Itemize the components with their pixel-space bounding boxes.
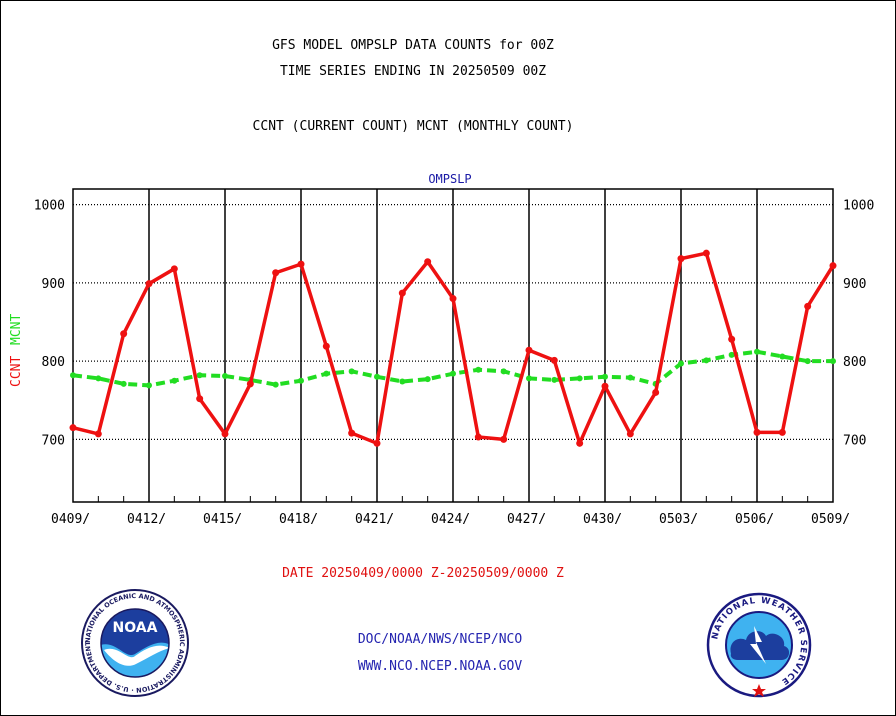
data-point-ccnt (373, 439, 381, 447)
x-tick-label: 0418/ (279, 512, 318, 527)
data-point-ccnt (424, 258, 432, 266)
data-point-mcnt (120, 380, 127, 387)
y-axis-label-ccnt: CCNT (9, 356, 24, 387)
website-text: WWW.NCO.NCEP.NOAA.GOV (357, 659, 523, 674)
data-point-ccnt (804, 302, 812, 310)
data-point-mcnt (728, 351, 735, 358)
data-point-mcnt (222, 373, 228, 380)
data-point-ccnt (677, 255, 685, 263)
x-tick-label: 0506/ (735, 512, 774, 527)
data-point-ccnt (728, 335, 736, 343)
data-point-ccnt (576, 439, 584, 447)
data-point-mcnt (754, 348, 760, 355)
data-point-ccnt (196, 395, 204, 403)
noaa-logo-text: NOAA (113, 620, 158, 636)
y-tick-label-left: 1000 (34, 199, 65, 214)
data-point-mcnt (576, 375, 583, 382)
data-point-ccnt (94, 430, 102, 438)
data-point-mcnt (348, 368, 355, 375)
x-tick-label: 0427/ (507, 512, 546, 527)
data-point-mcnt (779, 353, 786, 360)
data-point-mcnt (526, 375, 532, 382)
y-tick-label-left: 900 (42, 277, 65, 292)
data-point-ccnt (449, 295, 457, 303)
data-point-mcnt (475, 366, 482, 373)
chart-subtitle: TIME SERIES ENDING IN 20250509 00Z (279, 64, 547, 79)
data-point-ccnt (702, 249, 710, 257)
x-tick-label: 0424/ (431, 512, 470, 527)
chart-series-description: CCNT (CURRENT COUNT) MCNT (MONTHLY COUNT… (252, 119, 574, 134)
data-point-ccnt (246, 380, 254, 388)
data-point-mcnt (146, 382, 152, 389)
data-point-mcnt (323, 370, 330, 377)
data-point-mcnt (627, 374, 634, 381)
x-tick-label: 0412/ (127, 512, 166, 527)
data-point-ccnt (221, 430, 229, 438)
y-tick-label-right: 1000 (843, 199, 874, 214)
x-tick-label: 0415/ (203, 512, 242, 527)
data-point-ccnt (601, 382, 609, 390)
data-point-mcnt (703, 357, 710, 364)
data-point-mcnt (804, 358, 811, 365)
chart-title: GFS MODEL OMPSLP DATA COUNTS for 00Z (272, 38, 554, 53)
y-tick-label-right: 900 (843, 277, 866, 292)
data-point-ccnt (525, 346, 533, 354)
y-axis-label-mcnt: MCNT (9, 314, 24, 345)
data-point-ccnt (753, 428, 761, 436)
data-point-ccnt (398, 289, 406, 297)
data-point-ccnt (652, 388, 660, 396)
data-point-mcnt (450, 370, 456, 377)
data-point-mcnt (196, 372, 203, 379)
data-point-ccnt (272, 269, 280, 277)
data-point-mcnt (551, 376, 558, 383)
data-point-mcnt (95, 375, 102, 382)
data-point-mcnt (678, 360, 684, 367)
y-tick-label-left: 800 (42, 355, 65, 370)
data-point-ccnt (297, 260, 305, 268)
data-point-mcnt (298, 377, 304, 384)
data-point-ccnt (145, 280, 153, 288)
x-tick-label: 0430/ (583, 512, 622, 527)
data-point-ccnt (829, 262, 837, 270)
data-point-mcnt (424, 376, 431, 383)
noaa-logo: NATIONAL OCEANIC AND ATMOSPHERIC ADMINIS… (80, 588, 189, 697)
data-point-ccnt (348, 429, 356, 437)
data-point-ccnt (474, 433, 482, 441)
data-point-ccnt (69, 424, 77, 432)
data-point-mcnt (830, 358, 836, 365)
data-point-ccnt (626, 430, 634, 438)
y-tick-label-right: 700 (843, 433, 866, 448)
data-point-ccnt (322, 342, 330, 350)
data-point-mcnt (602, 373, 608, 380)
org-path-text: DOC/NOAA/NWS/NCEP/NCO (357, 632, 523, 647)
x-tick-label: 0503/ (659, 512, 698, 527)
y-tick-label-right: 800 (843, 355, 866, 370)
nws-logo: NATIONAL WEATHER SERVICE (706, 592, 812, 698)
data-point-ccnt (778, 428, 786, 436)
data-point-ccnt (550, 356, 558, 364)
data-point-mcnt (70, 372, 76, 379)
data-point-mcnt (171, 377, 178, 384)
x-tick-label: 0509/ (811, 512, 850, 527)
y-tick-label-left: 700 (42, 433, 65, 448)
x-tick-label: 0409/ (51, 512, 90, 527)
data-point-mcnt (272, 381, 279, 388)
data-point-mcnt (399, 378, 406, 385)
data-point-ccnt (500, 435, 508, 443)
data-point-ccnt (120, 330, 128, 338)
data-point-mcnt (500, 368, 507, 375)
data-point-mcnt (374, 373, 380, 380)
x-tick-label: 0421/ (355, 512, 394, 527)
date-range-label: DATE 20250409/0000 Z-20250509/0000 Z (282, 566, 564, 581)
data-point-ccnt (170, 265, 178, 273)
panel-label: OMPSLP (428, 172, 472, 186)
